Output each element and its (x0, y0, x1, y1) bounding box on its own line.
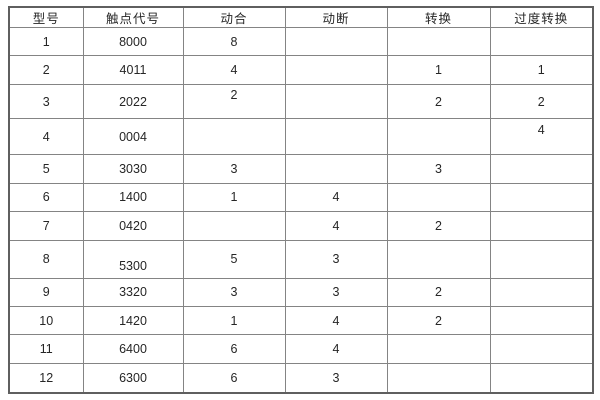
cell-contact-code: 3030 (82, 154, 184, 184)
table-row: 6 1400 1 4 (8, 182, 594, 213)
cell-model: 4 (8, 118, 84, 156)
table-row: 5 3030 3 3 (8, 154, 594, 184)
table-row: 9 3320 3 3 2 (8, 277, 594, 308)
cell-changeover: 2 (386, 83, 491, 120)
cell-contact-code: 2022 (82, 83, 184, 120)
cell-changeover (386, 239, 491, 279)
cell-changeover: 1 (386, 55, 491, 85)
cell-contact-code: 0004 (82, 118, 184, 156)
cell-contact-code: 6300 (82, 362, 184, 394)
cell-normally-closed: 4 (284, 211, 388, 241)
cell-transition-changeover (489, 182, 594, 213)
table-row: 10 1420 1 4 2 (8, 306, 594, 336)
cell-changeover: 2 (386, 306, 491, 336)
cell-model: 8 (8, 239, 84, 279)
cell-changeover (386, 182, 491, 213)
cell-normally-open (182, 118, 286, 156)
cell-normally-open: 1 (182, 306, 286, 336)
cell-normally-closed (284, 154, 388, 184)
cell-model: 1 (8, 26, 84, 57)
cell-model: 12 (8, 362, 84, 394)
cell-contact-code: 6400 (82, 334, 184, 364)
cell-changeover (386, 334, 491, 364)
cell-model: 9 (8, 277, 84, 308)
cell-normally-closed: 3 (284, 239, 388, 279)
cell-transition-changeover (489, 211, 594, 241)
cell-transition-changeover (489, 239, 594, 279)
cell-normally-closed: 4 (284, 334, 388, 364)
table-row: 1 8000 8 (8, 26, 594, 57)
cell-model: 2 (8, 55, 84, 85)
cell-normally-open: 3 (182, 277, 286, 308)
cell-normally-closed: 3 (284, 277, 388, 308)
column-header-normally-closed: 动断 (284, 6, 388, 28)
cell-changeover: 3 (386, 154, 491, 184)
cell-contact-code: 8000 (82, 26, 184, 57)
cell-normally-open: 1 (182, 182, 286, 213)
cell-normally-closed: 4 (284, 306, 388, 336)
cell-transition-changeover: 1 (489, 55, 594, 85)
cell-transition-changeover (489, 306, 594, 336)
table-row: 7 0420 4 2 (8, 211, 594, 241)
cell-normally-open: 4 (182, 55, 286, 85)
cell-model: 3 (8, 83, 84, 120)
cell-normally-open: 2 (182, 83, 286, 120)
cell-contact-code: 0420 (82, 211, 184, 241)
cell-normally-closed: 3 (284, 362, 388, 394)
cell-transition-changeover (489, 277, 594, 308)
table-row: 4 0004 4 (8, 118, 594, 156)
cell-model: 10 (8, 306, 84, 336)
cell-contact-code: 4011 (82, 55, 184, 85)
column-header-normally-open: 动合 (182, 6, 286, 28)
cell-normally-open: 8 (182, 26, 286, 57)
cell-changeover (386, 118, 491, 156)
cell-transition-changeover (489, 26, 594, 57)
cell-changeover: 2 (386, 277, 491, 308)
column-header-transition-changeover: 过度转换 (489, 6, 594, 28)
cell-transition-changeover: 2 (489, 83, 594, 120)
cell-normally-open: 6 (182, 362, 286, 394)
cell-contact-code: 5300 (82, 239, 184, 279)
cell-transition-changeover (489, 334, 594, 364)
table-row: 8 5300 5 3 (8, 239, 594, 279)
cell-normally-closed (284, 55, 388, 85)
table-row: 12 6300 6 3 (8, 362, 594, 394)
cell-model: 7 (8, 211, 84, 241)
cell-model: 11 (8, 334, 84, 364)
contact-spec-table: 型号 触点代号 动合 动断 转换 过度转换 1 8000 8 2 4011 4 1 1 3 2022 2 2 2 4… (8, 6, 594, 394)
cell-normally-closed (284, 83, 388, 120)
table-body: 1 8000 8 2 4011 4 1 1 3 2022 2 2 2 4 0004 4 5 3030 3 3 6 1400… (8, 26, 594, 394)
cell-normally-open: 5 (182, 239, 286, 279)
cell-normally-closed (284, 26, 388, 57)
cell-contact-code: 1400 (82, 182, 184, 213)
cell-normally-closed: 4 (284, 182, 388, 213)
cell-contact-code: 3320 (82, 277, 184, 308)
table-row: 3 2022 2 2 2 (8, 83, 594, 120)
table-row: 11 6400 6 4 (8, 334, 594, 364)
cell-normally-open: 6 (182, 334, 286, 364)
cell-transition-changeover: 4 (489, 118, 594, 156)
table-row: 2 4011 4 1 1 (8, 55, 594, 85)
column-header-changeover: 转换 (386, 6, 491, 28)
cell-model: 5 (8, 154, 84, 184)
header-row: 型号 触点代号 动合 动断 转换 过度转换 (8, 6, 594, 28)
cell-contact-code: 1420 (82, 306, 184, 336)
cell-transition-changeover (489, 362, 594, 394)
cell-normally-closed (284, 118, 388, 156)
cell-changeover: 2 (386, 211, 491, 241)
cell-model: 6 (8, 182, 84, 213)
cell-transition-changeover (489, 154, 594, 184)
cell-normally-open: 3 (182, 154, 286, 184)
cell-changeover (386, 26, 491, 57)
column-header-model: 型号 (8, 6, 84, 28)
contact-spec-table-wrap: 型号 触点代号 动合 动断 转换 过度转换 1 8000 8 2 4011 4 1 1 3 2022 2 2 2 4… (8, 6, 594, 394)
column-header-contact-code: 触点代号 (82, 6, 184, 28)
cell-normally-open (182, 211, 286, 241)
cell-changeover (386, 362, 491, 394)
